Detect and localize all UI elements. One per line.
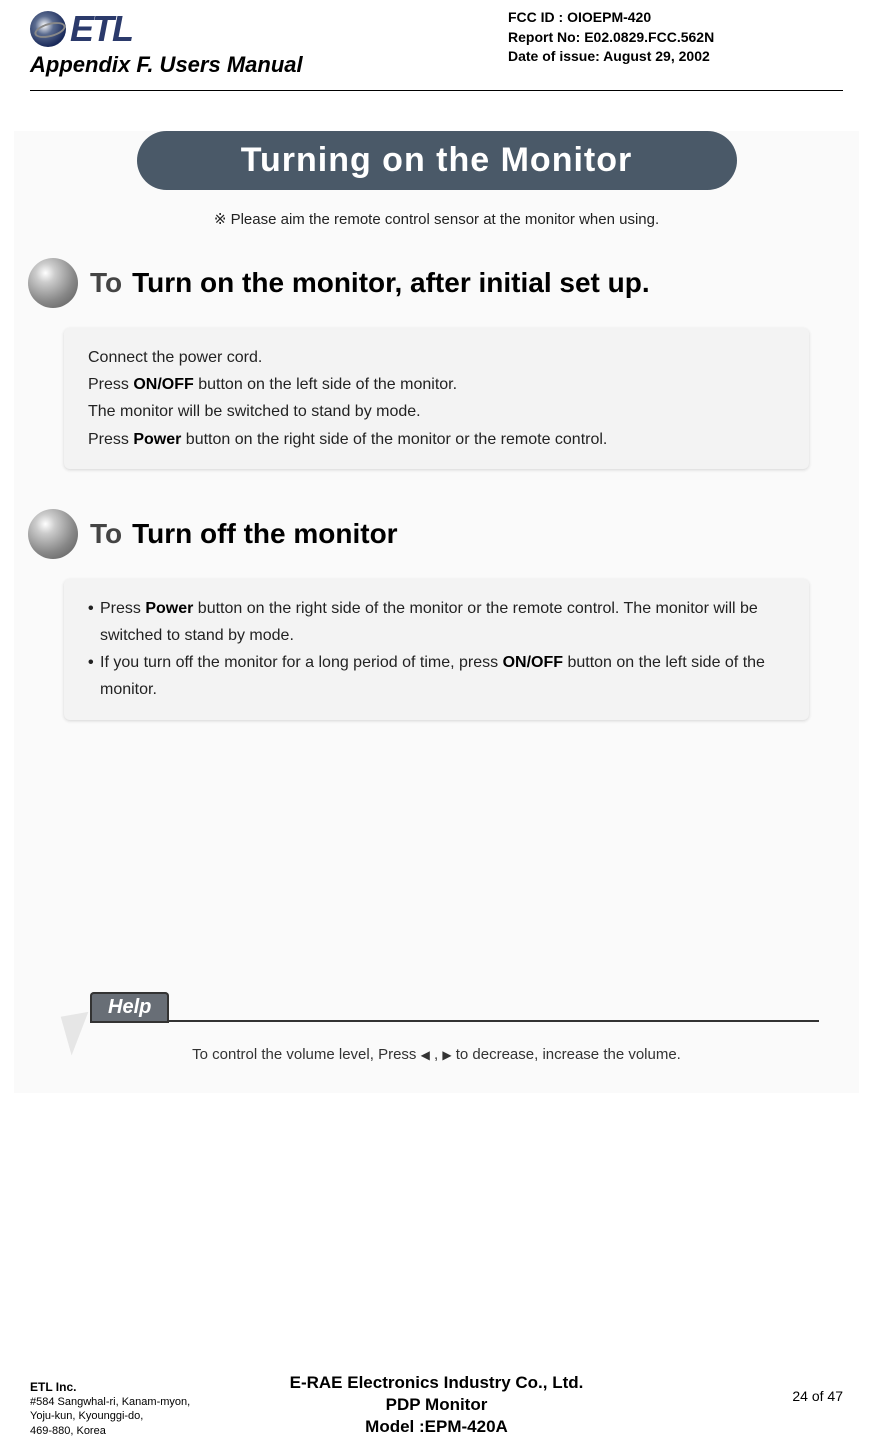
footer-addr2: Yoju-kun, Kyounggi-do, xyxy=(30,1409,190,1423)
note-prefix: ※ xyxy=(214,211,227,228)
footer-company: ETL Inc. xyxy=(30,1380,190,1396)
section1-heading: To Turn on the monitor, after initial se… xyxy=(14,258,859,308)
help-tab: Help xyxy=(90,992,169,1023)
section2-heading: To Turn off the monitor xyxy=(14,509,859,559)
footer-addr1: #584 Sangwhal-ri, Kanam-myon, xyxy=(30,1395,190,1409)
report-no: Report No: E02.0829.FCC.562N xyxy=(508,28,714,48)
s2-bullet1: • Press Power button on the right side o… xyxy=(88,595,785,649)
help-block: Help To control the volume level, Press … xyxy=(34,1020,839,1063)
bullet-dot-icon: • xyxy=(88,649,100,676)
logo-text: ETL xyxy=(70,8,132,50)
s2-bullet2: • If you turn off the monitor for a long… xyxy=(88,649,785,703)
footer-addr3: 469-880, Korea xyxy=(30,1424,190,1438)
page-header: ETL Appendix F. Users Manual FCC ID : OI… xyxy=(0,0,873,90)
bullet-dot-icon: • xyxy=(88,595,100,622)
section1-to: To xyxy=(90,267,122,299)
note-text: Please aim the remote control sensor at … xyxy=(231,211,660,228)
arrow-right-icon: ▶ xyxy=(442,1048,451,1062)
fcc-id: FCC ID : OIOEPM-420 xyxy=(508,8,714,28)
note-line: ※ Please aim the remote control sensor a… xyxy=(14,210,859,228)
section2-box: • Press Power button on the right side o… xyxy=(64,579,809,720)
s1-line2: Press ON/OFF button on the left side of … xyxy=(88,371,785,398)
s1-line1: Connect the power cord. xyxy=(88,344,785,371)
help-rule xyxy=(90,1020,819,1022)
page-footer: ETL Inc. #584 Sangwhal-ri, Kanam-myon, Y… xyxy=(0,1372,873,1438)
s1-line4: Press Power button on the right side of … xyxy=(88,426,785,453)
manual-page: Turning on the Monitor ※ Please aim the … xyxy=(14,131,859,1093)
arrow-left-icon: ◀ xyxy=(421,1048,430,1062)
help-text: To control the volume level, Press ◀ , ▶… xyxy=(34,1046,839,1063)
footer-left: ETL Inc. #584 Sangwhal-ri, Kanam-myon, Y… xyxy=(30,1380,190,1438)
appendix-title: Appendix F. Users Manual xyxy=(30,52,303,78)
date-of-issue: Date of issue: August 29, 2002 xyxy=(508,47,714,67)
s1-line3: The monitor will be switched to stand by… xyxy=(88,398,785,425)
footer-page: 24 of 47 xyxy=(792,1388,843,1404)
main-title-text: Turning on the Monitor xyxy=(241,141,633,179)
sphere-icon xyxy=(28,258,78,308)
etl-logo: ETL xyxy=(30,8,132,50)
section1-title: Turn on the monitor, after initial set u… xyxy=(132,267,650,299)
header-info: FCC ID : OIOEPM-420 Report No: E02.0829.… xyxy=(508,8,714,67)
sphere-icon xyxy=(28,509,78,559)
header-rule xyxy=(30,90,843,91)
globe-icon xyxy=(30,11,66,47)
section2-to: To xyxy=(90,518,122,550)
section1-box: Connect the power cord. Press ON/OFF but… xyxy=(64,328,809,469)
section2-title: Turn off the monitor xyxy=(132,518,397,550)
main-title-pill: Turning on the Monitor xyxy=(137,131,737,190)
